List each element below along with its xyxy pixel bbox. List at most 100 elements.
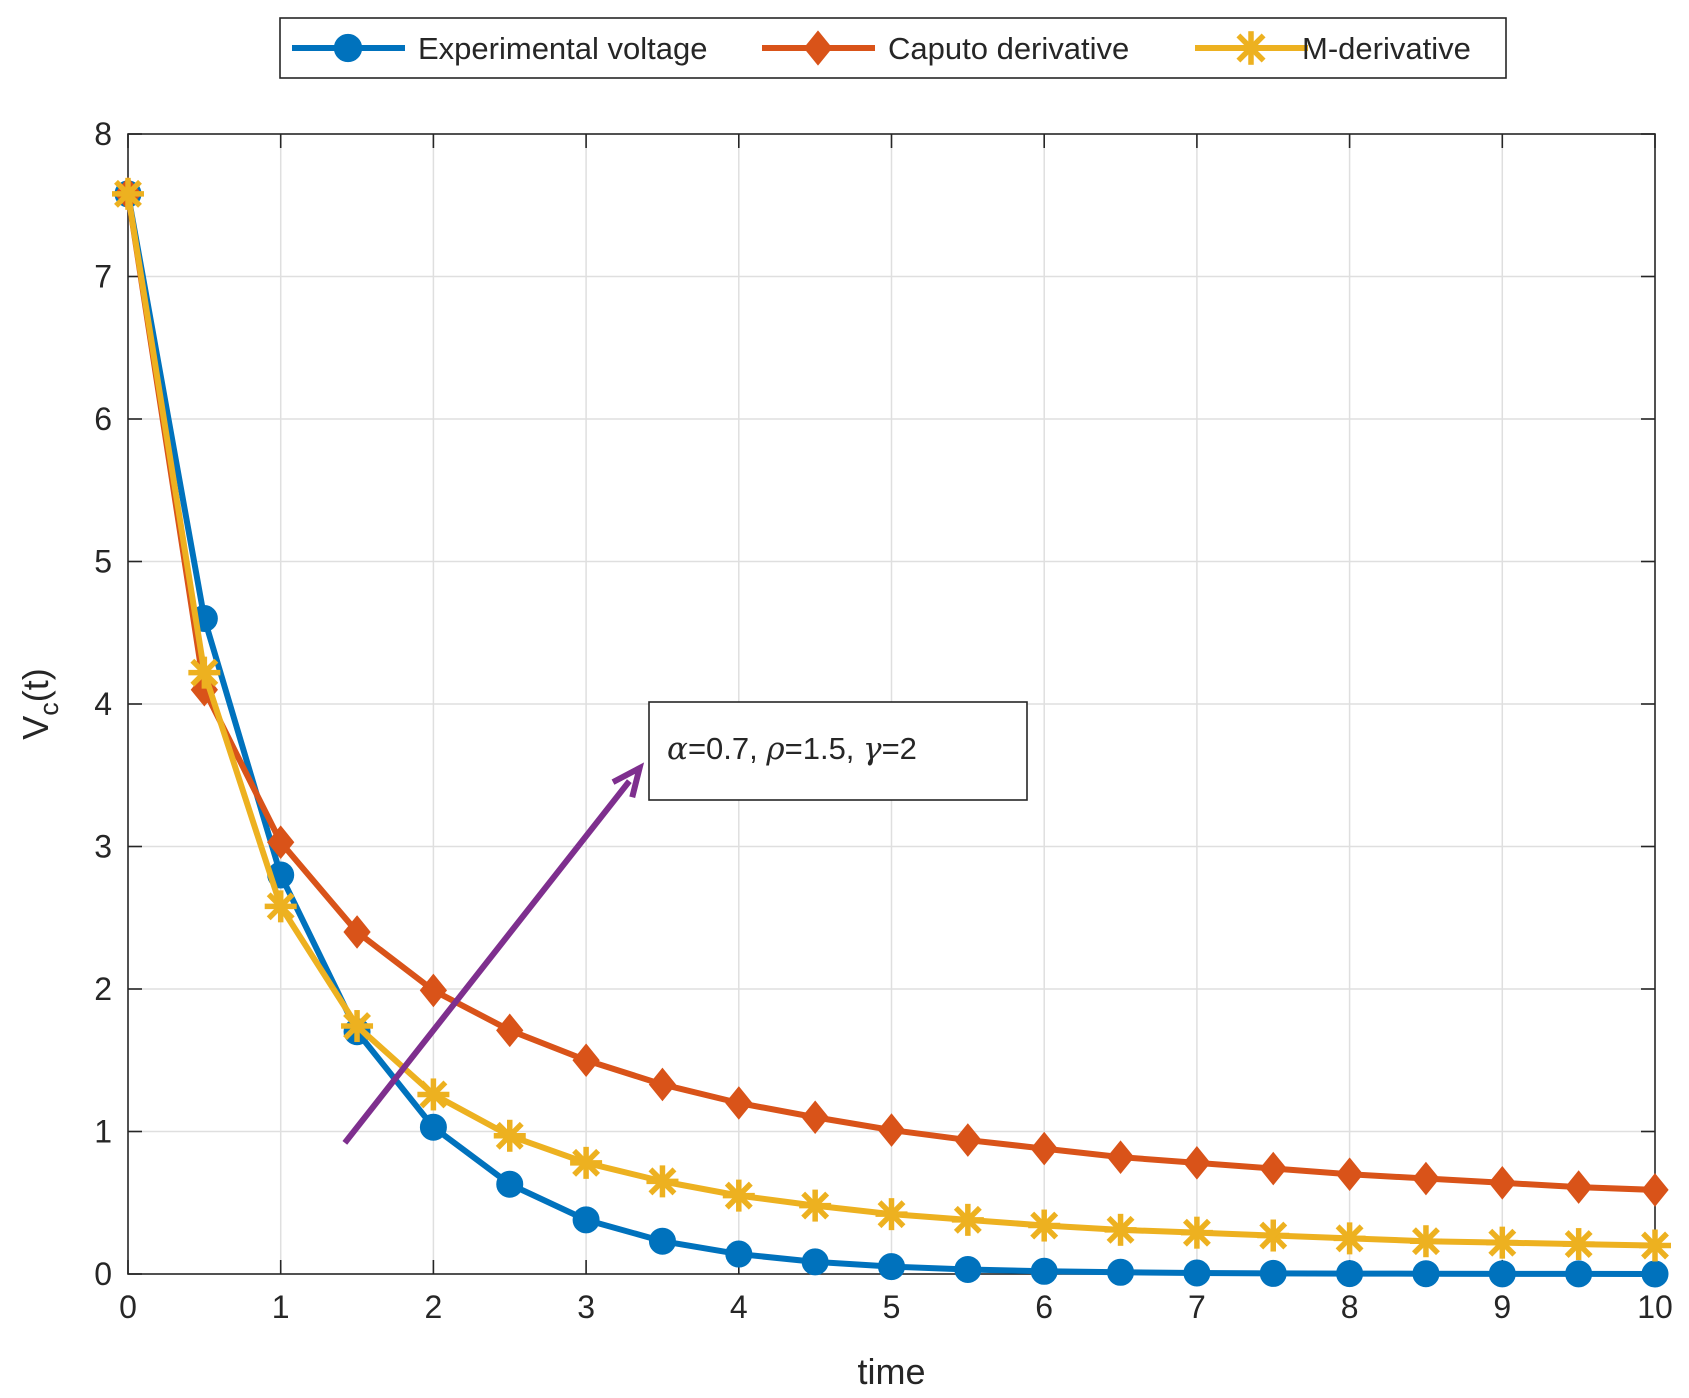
legend-label: Caputo derivative xyxy=(888,31,1129,66)
y-tick-label: 5 xyxy=(94,544,112,580)
marker-asterisk-stroke xyxy=(343,1012,371,1040)
marker-asterisk xyxy=(722,1179,755,1212)
y-tick-label: 7 xyxy=(94,259,112,295)
marker-circle xyxy=(1565,1260,1593,1288)
y-tick-label: 8 xyxy=(94,116,112,152)
marker-asterisk xyxy=(1333,1222,1366,1255)
marker-asterisk xyxy=(1639,1229,1671,1262)
annotation-box-frame xyxy=(648,701,1028,801)
marker-diamond xyxy=(572,1043,600,1078)
marker-asterisk-stroke xyxy=(190,658,219,687)
series-m-derivative xyxy=(112,177,1671,1262)
legend-label: M-derivative xyxy=(1302,31,1471,66)
marker-asterisk xyxy=(875,1198,908,1231)
marker-circle xyxy=(1336,1260,1364,1288)
marker-asterisk xyxy=(1028,1209,1061,1242)
annotation-arrow-head xyxy=(611,762,645,798)
marker-circle xyxy=(496,1170,524,1198)
marker-diamond xyxy=(1565,1170,1593,1204)
marker-asterisk-stroke xyxy=(724,1181,753,1210)
marker-diamond xyxy=(343,915,371,949)
marker-circle xyxy=(648,1227,676,1255)
x-tick-label: 1 xyxy=(272,1289,290,1325)
annotation-arrow xyxy=(342,762,645,1145)
marker-asterisk xyxy=(264,890,297,923)
marker-asterisk xyxy=(112,177,144,210)
marker-asterisk-stroke xyxy=(1335,1224,1364,1253)
annotation-value: =2 xyxy=(882,731,917,766)
marker-diamond xyxy=(267,825,295,860)
marker-diamond xyxy=(1030,1131,1058,1166)
x-tick-label: 3 xyxy=(577,1289,595,1325)
y-axis-label-subscript: c xyxy=(34,702,64,716)
marker-asterisk-stroke xyxy=(1564,1230,1593,1259)
marker-asterisk-stroke xyxy=(572,1148,601,1177)
marker-circle xyxy=(1030,1257,1058,1285)
y-axis-label-tail: (t) xyxy=(15,668,56,702)
marker-asterisk xyxy=(799,1189,832,1222)
marker-circle xyxy=(333,33,363,63)
marker-asterisk-stroke xyxy=(801,1191,830,1220)
marker-circle xyxy=(725,1240,753,1268)
marker-circle xyxy=(1412,1260,1440,1288)
marker-asterisk-stroke xyxy=(1030,1211,1059,1240)
marker-circle xyxy=(1107,1258,1135,1286)
marker-diamond xyxy=(1412,1161,1440,1196)
marker-diamond xyxy=(496,1013,524,1048)
x-tick-label: 10 xyxy=(1637,1289,1673,1325)
marker-asterisk-stroke xyxy=(953,1205,982,1234)
marker-asterisk xyxy=(493,1119,526,1152)
marker-circle xyxy=(954,1255,982,1283)
marker-asterisk-stroke xyxy=(1106,1215,1135,1244)
marker-asterisk xyxy=(1562,1228,1595,1261)
marker-circle xyxy=(1259,1259,1287,1287)
x-tick-label: 0 xyxy=(119,1289,137,1325)
y-tick-label: 4 xyxy=(94,686,112,722)
marker-asterisk-stroke xyxy=(1412,1227,1440,1256)
annotation-box: α=0.7, ρ=1.5, γ=2 xyxy=(648,701,1028,801)
marker-asterisk xyxy=(646,1165,679,1198)
marker-asterisk-stroke xyxy=(1236,33,1266,63)
marker-asterisk xyxy=(1257,1219,1290,1252)
annotation-greek-symbol: γ xyxy=(863,731,882,767)
x-tick-label: 2 xyxy=(425,1289,443,1325)
marker-asterisk-stroke xyxy=(419,1080,448,1109)
marker-asterisk xyxy=(570,1146,603,1179)
y-tick-label: 6 xyxy=(94,401,112,437)
x-tick-label: 4 xyxy=(730,1289,748,1325)
marker-asterisk xyxy=(1486,1226,1519,1259)
marker-circle xyxy=(878,1253,905,1281)
marker-asterisk xyxy=(1180,1216,1213,1249)
marker-diamond xyxy=(877,1113,906,1147)
legend-entry-caputo-derivative: Caputo derivative xyxy=(762,30,1129,66)
marker-diamond xyxy=(1183,1146,1211,1180)
marker-diamond xyxy=(1488,1166,1516,1200)
marker-asterisk-stroke xyxy=(1259,1221,1288,1250)
marker-diamond xyxy=(725,1086,753,1120)
y-tick-label: 3 xyxy=(94,829,112,865)
annotation-text: α=0.7, ρ=1.5, γ=2 xyxy=(667,731,917,767)
marker-asterisk xyxy=(417,1078,450,1111)
marker-diamond xyxy=(419,973,448,1008)
plot-area: 0 1 2 3 4 5 6 7 8 9 10 0 1 2 3 4 5 6 7 8 time Vc(t) α=0.7, ρ=1… xyxy=(15,116,1673,1392)
marker-diamond xyxy=(1641,1173,1669,1207)
marker-asterisk-stroke xyxy=(495,1121,524,1150)
y-tick-label: 2 xyxy=(94,971,112,1007)
marker-asterisk-stroke xyxy=(877,1200,906,1229)
marker-circle xyxy=(572,1206,600,1234)
annotation-greek-symbol: ρ xyxy=(765,731,784,767)
marker-asterisk xyxy=(1104,1213,1137,1246)
marker-asterisk-stroke xyxy=(114,179,142,208)
marker-circle xyxy=(419,1113,447,1141)
legend-entry-experimental-voltage: Experimental voltage xyxy=(292,31,708,66)
legend-label: Experimental voltage xyxy=(418,31,708,66)
marker-diamond xyxy=(801,1100,829,1135)
annotation-arrow-shaft xyxy=(342,779,632,1145)
x-tick-label: 7 xyxy=(1188,1289,1206,1325)
annotation-greek-symbol: α xyxy=(667,731,688,767)
marker-asterisk xyxy=(188,656,221,689)
x-tick-label: 9 xyxy=(1493,1289,1511,1325)
marker-asterisk-stroke xyxy=(1488,1228,1517,1257)
